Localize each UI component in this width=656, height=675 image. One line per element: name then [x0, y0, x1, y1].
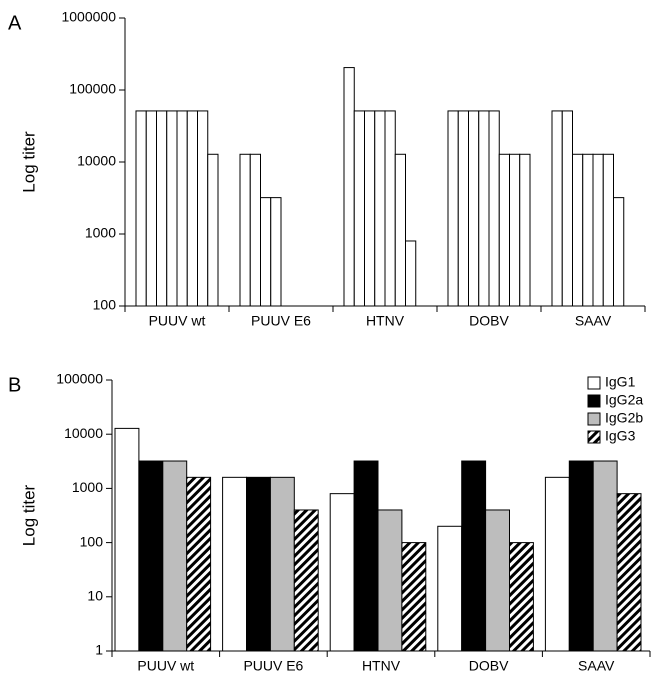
bar [509, 542, 534, 652]
legend-label: IgG2a [605, 392, 643, 408]
x-tick-label: SAAV [578, 658, 615, 674]
x-tick-label: SAAV [575, 313, 612, 329]
bar [114, 427, 140, 652]
bar [572, 153, 584, 307]
bar [197, 110, 209, 307]
legend-swatch [587, 412, 601, 426]
bar [394, 153, 406, 307]
bar [461, 460, 487, 652]
bar [616, 493, 642, 652]
y-tick-label: 100000 [56, 371, 103, 387]
y-tick-label: 100 [93, 297, 117, 313]
x-tick-label: PUUV wt [137, 658, 194, 674]
bar [437, 525, 463, 652]
bar [447, 110, 459, 307]
bar [156, 110, 168, 307]
y-tick-label: 100 [80, 533, 104, 549]
bar [186, 110, 198, 307]
y-axis-label: Log titer [19, 131, 38, 193]
x-tick-label: PUUV E6 [243, 658, 303, 674]
x-tick-label: DOBV [469, 658, 509, 674]
y-tick-label: 1000 [85, 225, 116, 241]
bar [353, 460, 379, 652]
y-tick-label: 1 [95, 642, 103, 658]
legend-label: IgG2b [605, 410, 643, 426]
bar [488, 110, 500, 307]
bar [207, 153, 219, 307]
bar [293, 509, 319, 652]
bar [329, 493, 355, 652]
bar [145, 110, 157, 307]
bar [602, 153, 614, 307]
y-axis-label: Log titer [19, 484, 38, 546]
bar [239, 153, 251, 307]
bar [544, 476, 570, 652]
bar [468, 110, 480, 307]
legend-swatch [587, 394, 601, 408]
legend-label: IgG3 [605, 428, 636, 444]
y-tick-label: 1000 [72, 479, 103, 495]
x-tick-label: PUUV E6 [251, 313, 311, 329]
bar [162, 460, 188, 652]
bar [405, 240, 417, 307]
bar [186, 476, 212, 652]
bar [353, 110, 365, 307]
bar [498, 153, 510, 307]
legend-swatch [587, 430, 601, 444]
y-tick-label: 1000000 [61, 9, 116, 25]
bar [509, 153, 521, 307]
bar [343, 67, 355, 307]
bar [222, 476, 248, 652]
bar [478, 110, 490, 307]
bar [384, 110, 396, 307]
bar [592, 153, 604, 307]
bar [135, 110, 147, 307]
bar [519, 153, 531, 307]
legend-swatch [587, 376, 601, 390]
x-tick-label: HTNV [366, 313, 405, 329]
x-tick-label: HTNV [362, 658, 401, 674]
panel-label: A [8, 12, 22, 34]
bar [374, 110, 386, 307]
bar [249, 153, 261, 307]
bar [613, 197, 625, 307]
bar [377, 509, 403, 652]
bar [138, 460, 164, 652]
bar [551, 110, 563, 307]
bar [176, 110, 188, 307]
bar [401, 542, 427, 652]
bar [260, 197, 272, 307]
bar [166, 110, 178, 307]
bar [457, 110, 469, 307]
bar [270, 197, 282, 307]
y-tick-label: 100000 [69, 81, 116, 97]
y-tick-label: 10000 [77, 153, 116, 169]
panel-label: B [8, 374, 21, 396]
bar [246, 476, 271, 652]
bar [485, 509, 511, 652]
x-tick-label: PUUV wt [149, 313, 206, 329]
bar [269, 476, 295, 652]
bar [568, 460, 594, 652]
y-tick-label: 10 [87, 588, 103, 604]
bar [364, 110, 376, 307]
y-tick-label: 10000 [64, 425, 103, 441]
bar [561, 110, 573, 307]
bar [582, 153, 594, 307]
x-tick-label: DOBV [469, 313, 509, 329]
bar [592, 460, 618, 652]
legend-label: IgG1 [605, 374, 636, 390]
